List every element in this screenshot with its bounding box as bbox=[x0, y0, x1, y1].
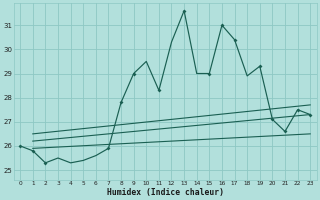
X-axis label: Humidex (Indice chaleur): Humidex (Indice chaleur) bbox=[107, 188, 224, 197]
